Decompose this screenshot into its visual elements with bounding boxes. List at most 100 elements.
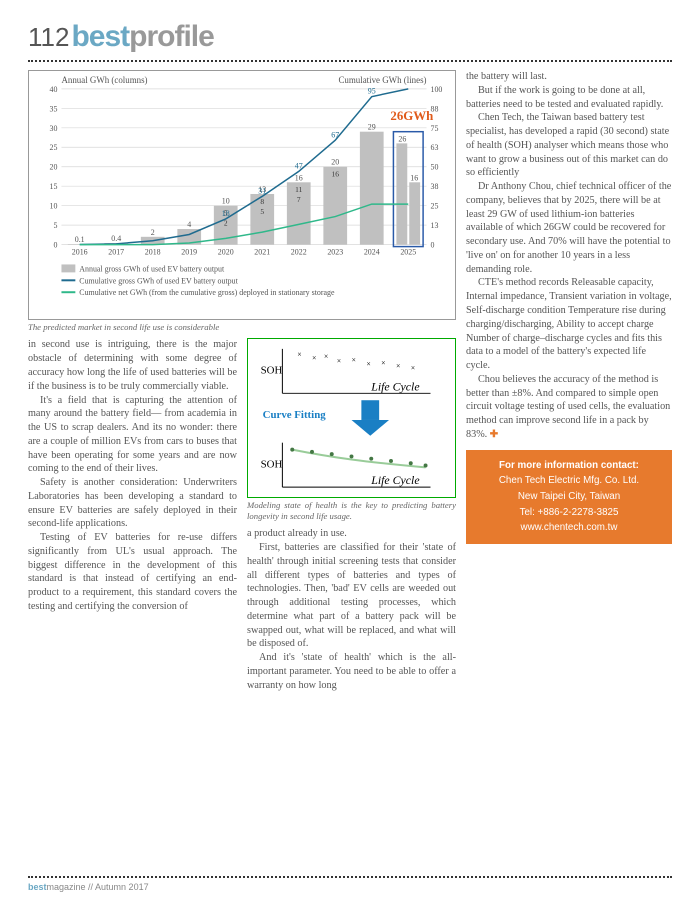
infobox-line: Tel: +886-2-2278-3825 bbox=[472, 505, 666, 521]
body-text: the battery will last. bbox=[466, 70, 672, 84]
svg-text:11: 11 bbox=[295, 185, 302, 194]
svg-text:16: 16 bbox=[295, 173, 303, 182]
svg-text:7: 7 bbox=[297, 195, 301, 204]
svg-text:8: 8 bbox=[260, 197, 264, 206]
svg-text:2017: 2017 bbox=[108, 248, 124, 257]
svg-text:95: 95 bbox=[368, 87, 376, 96]
figure-caption: Modeling state of health is the key to p… bbox=[247, 500, 456, 521]
svg-text:26GWh: 26GWh bbox=[390, 109, 433, 123]
body-text: in second use is intriguing, there is th… bbox=[28, 338, 237, 393]
svg-text:2020: 2020 bbox=[218, 248, 234, 257]
column-1: in second use is intriguing, there is th… bbox=[28, 338, 237, 692]
svg-text:2021: 2021 bbox=[254, 248, 270, 257]
header-divider bbox=[28, 60, 672, 62]
svg-text:2019: 2019 bbox=[181, 248, 197, 257]
svg-text:SOH: SOH bbox=[261, 459, 283, 471]
svg-text:26: 26 bbox=[398, 134, 406, 143]
svg-text:10: 10 bbox=[50, 202, 58, 211]
infobox-line: Chen Tech Electric Mfg. Co. Ltd. bbox=[472, 473, 666, 489]
chart-caption: The predicted market in second life use … bbox=[28, 322, 456, 332]
page-footer: bestmagazine // Autumn 2017 bbox=[28, 876, 672, 892]
body-text: But if the work is going to be done at a… bbox=[466, 84, 672, 112]
body-text: a product already in use. bbox=[247, 527, 456, 541]
footer-brand: best bbox=[28, 882, 47, 892]
svg-text:×: × bbox=[396, 362, 400, 371]
svg-text:16: 16 bbox=[332, 170, 340, 179]
body-text: Chen Tech, the Taiwan based battery test… bbox=[466, 111, 672, 180]
svg-text:40: 40 bbox=[50, 85, 58, 94]
page-header: 112 best profile bbox=[28, 20, 672, 54]
column-2: SOH Life Cycle × × × × × × × × × Curve Fitting SOH Li… bbox=[247, 338, 456, 692]
gwh-chart: Annual GWh (columns) Cumulative GWh (line… bbox=[28, 70, 456, 320]
body-text: Dr Anthony Chou, chief technical officer… bbox=[466, 180, 672, 276]
infobox-head: For more information contact: bbox=[472, 458, 666, 474]
body-text: Chou believes the accuracy of the method… bbox=[466, 373, 672, 442]
svg-text:Life Cycle: Life Cycle bbox=[370, 380, 419, 394]
svg-text:29: 29 bbox=[368, 123, 376, 132]
svg-text:0.4: 0.4 bbox=[111, 234, 121, 243]
svg-text:25: 25 bbox=[50, 143, 58, 152]
body-text: First, batteries are classified for thei… bbox=[247, 541, 456, 651]
svg-text:×: × bbox=[381, 359, 385, 368]
svg-text:×: × bbox=[337, 357, 341, 366]
svg-text:Curve Fitting: Curve Fitting bbox=[263, 409, 327, 421]
footer-text: magazine // Autumn 2017 bbox=[47, 882, 149, 892]
column-3: the battery will last. But if the work i… bbox=[466, 70, 672, 693]
title-best: best bbox=[71, 20, 129, 54]
page-number: 112 bbox=[28, 22, 69, 53]
infobox-link[interactable]: www.chentech.com.tw bbox=[472, 520, 666, 536]
svg-text:10: 10 bbox=[222, 197, 230, 206]
infobox-line: New Taipei City, Taiwan bbox=[472, 489, 666, 505]
svg-text:Annual gross GWh of used EV ba: Annual gross GWh of used EV battery outp… bbox=[79, 264, 225, 273]
svg-text:Cumulative GWh (lines): Cumulative GWh (lines) bbox=[338, 75, 426, 85]
svg-text:75: 75 bbox=[430, 124, 438, 133]
title-profile: profile bbox=[129, 20, 214, 54]
main-content: Annual GWh (columns) Cumulative GWh (line… bbox=[28, 70, 672, 693]
svg-text:5: 5 bbox=[54, 221, 58, 230]
svg-text:Annual GWh (columns): Annual GWh (columns) bbox=[61, 75, 147, 85]
svg-text:0.1: 0.1 bbox=[75, 235, 85, 244]
svg-text:2: 2 bbox=[151, 228, 155, 237]
soh-figure: SOH Life Cycle × × × × × × × × × Curve Fitting SOH Li… bbox=[247, 338, 456, 498]
svg-text:2025: 2025 bbox=[400, 248, 416, 257]
end-mark-icon: ✚ bbox=[490, 429, 499, 440]
svg-text:5: 5 bbox=[260, 207, 264, 216]
svg-text:×: × bbox=[411, 364, 415, 373]
svg-text:2016: 2016 bbox=[72, 248, 88, 257]
body-text: Safety is another consideration: Underwr… bbox=[28, 476, 237, 531]
svg-text:×: × bbox=[312, 354, 316, 363]
svg-text:Life Cycle: Life Cycle bbox=[370, 474, 419, 488]
body-text: Testing of EV batteries for re-use diffe… bbox=[28, 531, 237, 614]
svg-text:35: 35 bbox=[50, 104, 58, 113]
svg-text:Cumulative gross GWh of used E: Cumulative gross GWh of used EV battery … bbox=[79, 276, 238, 285]
svg-text:SOH: SOH bbox=[261, 365, 283, 377]
svg-text:2024: 2024 bbox=[364, 248, 380, 257]
svg-text:20: 20 bbox=[331, 158, 339, 167]
svg-text:2023: 2023 bbox=[327, 248, 343, 257]
svg-text:25: 25 bbox=[430, 202, 438, 211]
contact-info-box: For more information contact: Chen Tech … bbox=[466, 450, 672, 544]
two-column-body: in second use is intriguing, there is th… bbox=[28, 338, 456, 692]
svg-text:4: 4 bbox=[187, 220, 191, 229]
svg-text:0: 0 bbox=[54, 241, 58, 250]
svg-text:50: 50 bbox=[430, 163, 438, 172]
svg-text:13: 13 bbox=[430, 221, 438, 230]
left-section: Annual GWh (columns) Cumulative GWh (line… bbox=[28, 70, 456, 693]
svg-text:0: 0 bbox=[430, 241, 434, 250]
body-text: It's a field that is capturing the atten… bbox=[28, 394, 237, 477]
svg-text:100: 100 bbox=[430, 85, 442, 94]
svg-text:×: × bbox=[324, 352, 328, 361]
svg-text:×: × bbox=[352, 356, 356, 365]
svg-text:63: 63 bbox=[430, 143, 438, 152]
svg-text:30: 30 bbox=[50, 124, 58, 133]
svg-text:×: × bbox=[366, 360, 370, 369]
svg-text:38: 38 bbox=[430, 182, 438, 191]
body-text: CTE's method records Releasable capacity… bbox=[466, 276, 672, 372]
svg-text:15: 15 bbox=[50, 182, 58, 191]
svg-text:Cumulative net GWh (from the c: Cumulative net GWh (from the cumulative … bbox=[79, 288, 335, 297]
svg-text:16: 16 bbox=[410, 173, 418, 182]
svg-text:20: 20 bbox=[50, 163, 58, 172]
svg-text:×: × bbox=[297, 350, 301, 359]
svg-text:2018: 2018 bbox=[145, 248, 161, 257]
svg-text:2022: 2022 bbox=[291, 248, 307, 257]
